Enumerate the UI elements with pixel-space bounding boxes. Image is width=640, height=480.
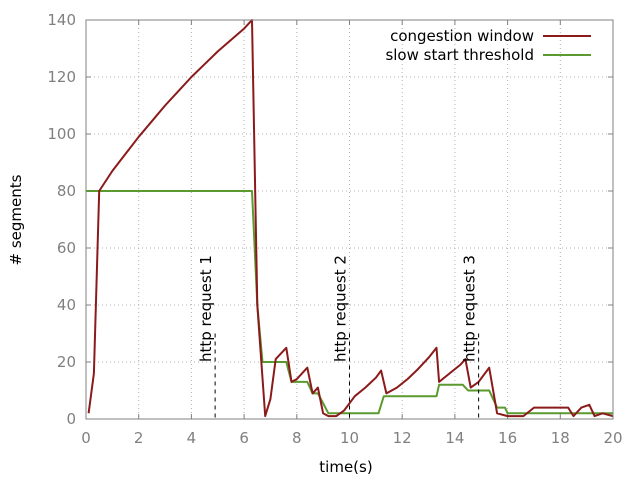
legend-label: slow start threshold [385, 46, 534, 64]
y-tick-label: 80 [57, 182, 76, 200]
y-axis-title: # segments [7, 174, 25, 265]
y-tick-label: 40 [57, 296, 76, 314]
x-axis-title: time(s) [319, 458, 372, 476]
y-tick-label: 60 [57, 239, 76, 257]
x-tick-label: 14 [445, 429, 464, 447]
x-tick-label: 2 [134, 429, 144, 447]
x-tick-label: 18 [551, 429, 570, 447]
x-tick-label: 6 [239, 429, 249, 447]
y-tick-label: 120 [47, 68, 76, 86]
y-tick-label: 140 [47, 11, 76, 29]
y-tick-label: 100 [47, 125, 76, 143]
y-axis-ticks: 0 20 40 60 80 100 120 140 [47, 11, 613, 428]
annotation-label-1: http request 1 [197, 255, 215, 362]
annotation-label-3: http request 3 [461, 255, 479, 362]
x-tick-label: 0 [81, 429, 91, 447]
x-tick-label: 12 [393, 429, 412, 447]
series-lines [86, 19, 614, 418]
x-tick-label: 16 [498, 429, 517, 447]
plot-frame [85, 19, 614, 420]
x-tick-label: 10 [340, 429, 359, 447]
x-tick-label: 8 [292, 429, 302, 447]
y-tick-label: 20 [57, 353, 76, 371]
y-tick-label: 0 [66, 410, 76, 428]
series-line-congestion-window [87, 19, 614, 418]
annotations: http request 1 http request 2 http request… [197, 255, 480, 419]
x-tick-label: 4 [187, 429, 197, 447]
annotation-label-2: http request 2 [332, 255, 350, 362]
x-tick-label: 20 [603, 429, 622, 447]
legend-label: congestion window [390, 27, 534, 45]
x-axis-ticks: 0 2 4 6 8 10 12 14 16 18 20 [81, 20, 623, 447]
